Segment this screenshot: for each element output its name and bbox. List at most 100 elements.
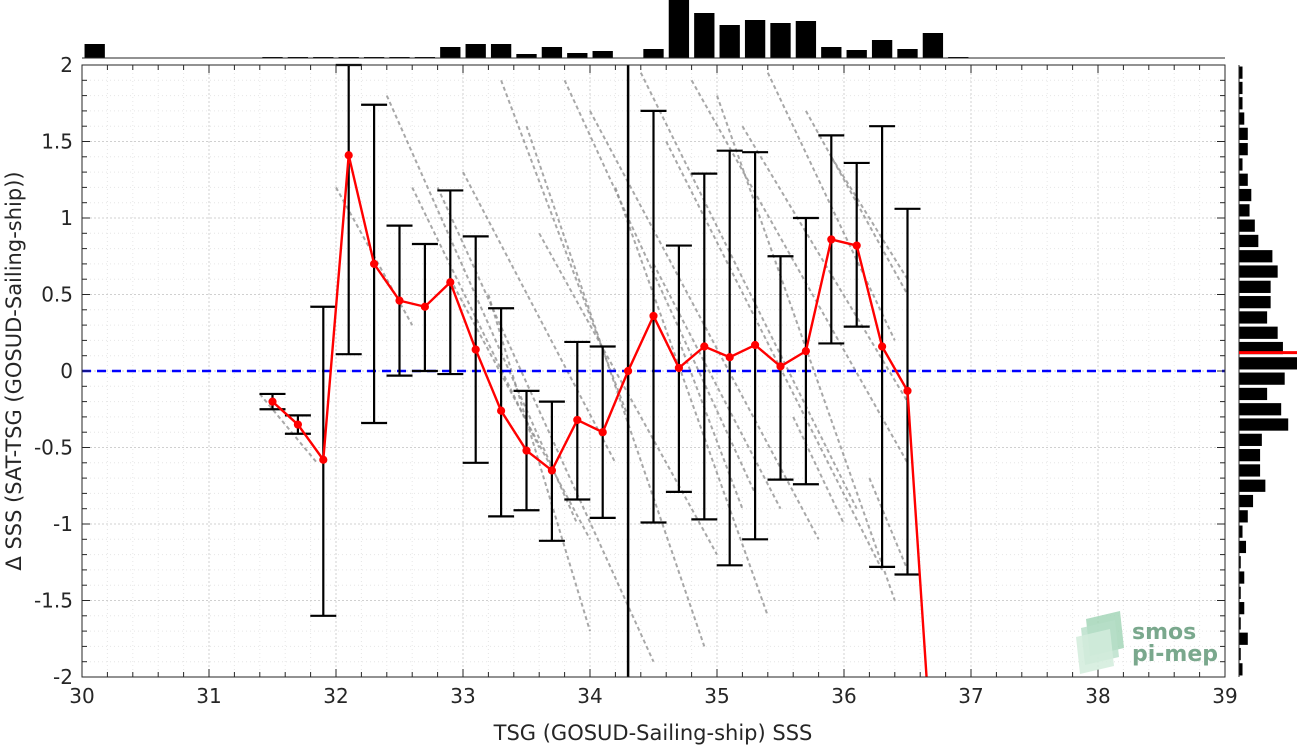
mean-point: [497, 406, 506, 415]
right-histogram-bar: [1239, 112, 1245, 125]
scatter-streak: [385, 95, 579, 525]
x-tick-label: 37: [958, 684, 983, 708]
mean-point: [471, 345, 480, 354]
right-histogram-bar: [1239, 326, 1278, 339]
y-tick-label: 0: [60, 359, 73, 383]
top-histogram-bar: [490, 44, 512, 58]
y-tick-labels: -2 -1.5 -1 -0.5 0 0.5 1 1.5 2: [34, 53, 73, 689]
x-axis-title: TSG (GOSUD-Sailing-ship) SSS: [493, 721, 813, 745]
right-histogram-bar: [1239, 357, 1297, 370]
scatter-streak: [690, 79, 909, 464]
right-histogram-bar: [1239, 403, 1282, 416]
right-histogram-bar: [1239, 540, 1247, 554]
scatter-streak: [652, 263, 782, 510]
top-histogram-bar: [795, 21, 817, 58]
right-histogram-bar: [1239, 265, 1278, 278]
mean-point: [293, 420, 302, 429]
y-tick-label: 1.5: [41, 130, 73, 154]
right-histogram-bar: [1239, 219, 1255, 232]
right-histogram-bar: [1239, 173, 1248, 186]
scatter-streak: [830, 156, 909, 280]
scatter-streak: [868, 477, 909, 571]
right-histogram-bar: [1239, 234, 1259, 248]
top-histogram: [82, 0, 1225, 59]
top-histogram-bar: [668, 0, 690, 58]
mean-point: [700, 342, 709, 351]
logo-text-smos: smos: [1132, 620, 1196, 645]
x-tick-label: 36: [831, 684, 856, 708]
right-histogram-bar: [1239, 617, 1241, 630]
top-histogram-bar: [821, 47, 842, 58]
scatter-points: [259, 72, 909, 663]
x-tick-label: 31: [196, 684, 221, 708]
y-tick-label: 1: [60, 206, 73, 230]
y-tick-label: -1.5: [34, 589, 73, 613]
right-histogram-bar: [1239, 387, 1268, 401]
right-histogram-bar: [1239, 525, 1243, 538]
mean-point: [878, 342, 887, 351]
mean-point: [547, 466, 557, 475]
x-tick-label: 38: [1085, 684, 1110, 708]
mean-point: [776, 362, 785, 371]
top-histogram-bar: [643, 49, 664, 58]
top-histogram-bar: [567, 53, 588, 58]
scatter-streak: [462, 171, 617, 464]
right-histogram-bar: [1239, 494, 1254, 508]
right-histogram-bar: [1239, 372, 1285, 385]
scatter-streak: [500, 79, 630, 418]
scatter-streak: [436, 186, 655, 663]
x-tick-label: 32: [323, 684, 348, 708]
top-histogram-bar: [770, 23, 791, 58]
y-tick-label: -2: [53, 665, 73, 689]
top-histogram-bar: [744, 20, 766, 58]
top-histogram-bar: [465, 44, 486, 58]
right-histogram-bar: [1239, 66, 1243, 79]
mean-point: [674, 363, 684, 373]
right-histogram-bar: [1239, 449, 1261, 462]
right-histogram-bar: [1239, 479, 1266, 492]
y-tick-label: -0.5: [34, 436, 73, 460]
right-histogram-bar: [1239, 418, 1289, 431]
top-histogram-bar: [719, 25, 740, 58]
right-histogram-bar: [1239, 81, 1243, 95]
y-tick-label: 2: [60, 53, 73, 77]
scatter-streak: [665, 141, 883, 571]
binned-mean-series: [268, 151, 928, 678]
right-histogram-bar: [1239, 571, 1245, 584]
top-histogram-bar: [871, 40, 893, 58]
top-histogram-bar: [516, 54, 537, 58]
right-histogram-bar: [1239, 510, 1248, 523]
mean-point: [751, 340, 760, 350]
scatter-streak: [741, 125, 909, 403]
right-histogram-bar: [1239, 296, 1271, 309]
top-histogram-bar: [84, 44, 105, 58]
y-tick-label: 0.5: [41, 283, 73, 307]
right-histogram-bar: [1239, 127, 1248, 140]
mean-point: [827, 235, 836, 244]
logo-text-pimep: pi-mep: [1132, 642, 1218, 667]
right-histogram-bar: [1239, 433, 1262, 446]
mean-point: [268, 397, 277, 406]
scatter-streak: [677, 340, 744, 510]
top-histogram-bar: [922, 33, 944, 58]
axis-ticks: [81, 64, 1226, 678]
right-histogram-bar: [1239, 204, 1250, 217]
mean-point: [344, 151, 353, 160]
mean-point: [522, 446, 531, 455]
scatter-streak: [259, 393, 318, 464]
mean-point: [598, 428, 607, 437]
right-histogram-bar: [1239, 647, 1241, 661]
scatter-streak: [487, 294, 591, 632]
mean-point: [319, 455, 328, 464]
right-histogram: [1238, 65, 1297, 677]
scatter-streak: [563, 79, 757, 494]
mean-point: [852, 241, 861, 250]
right-histogram-bar: [1239, 464, 1261, 477]
right-histogram-bar: [1239, 250, 1273, 263]
mean-point: [395, 296, 404, 305]
top-histogram-bar: [440, 47, 461, 58]
mean-point: [801, 347, 811, 356]
right-histogram-bar: [1239, 586, 1241, 599]
mean-point: [624, 366, 633, 376]
